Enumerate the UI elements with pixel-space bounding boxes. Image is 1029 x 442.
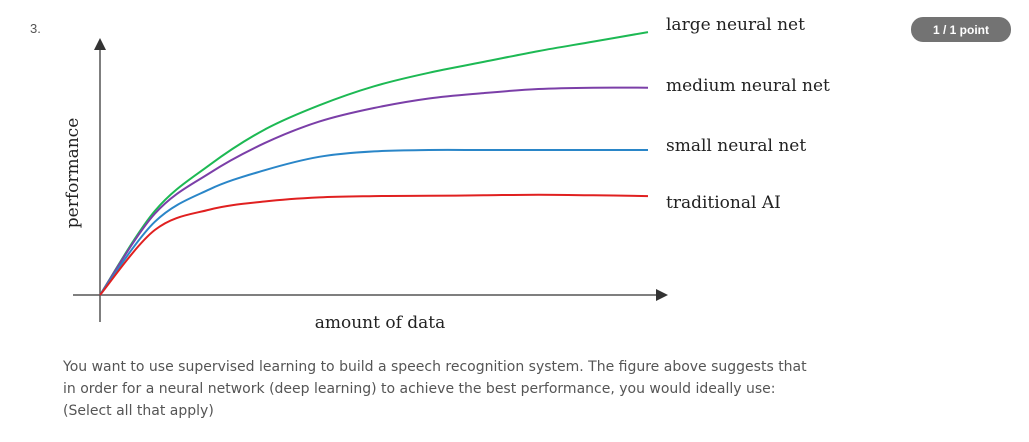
series-line-large-neural-net xyxy=(99,31,649,296)
series-label: large neural net xyxy=(666,15,805,35)
series-label: medium neural net xyxy=(666,76,830,96)
series-label: small neural net xyxy=(666,136,806,156)
question-number: 3. xyxy=(30,21,41,36)
prompt-line: (Select all that apply) xyxy=(63,403,214,419)
x-axis-arrow-icon xyxy=(656,289,668,301)
prompt-line: You want to use supervised learning to b… xyxy=(63,359,807,375)
series-line-small-neural-net xyxy=(99,148,648,296)
question-prompt: You want to use supervised learning to b… xyxy=(63,356,833,422)
y-axis-arrow-icon xyxy=(94,38,106,50)
prompt-line: in order for a neural network (deep lear… xyxy=(63,381,776,397)
score-badge: 1 / 1 point xyxy=(911,17,1011,42)
series-line-medium-neural-net xyxy=(99,86,649,296)
y-axis-label: performance xyxy=(63,118,83,229)
series-label: traditional AI xyxy=(666,193,781,213)
x-axis-label: amount of data xyxy=(315,313,446,333)
series-line-traditional-ai xyxy=(99,193,649,296)
